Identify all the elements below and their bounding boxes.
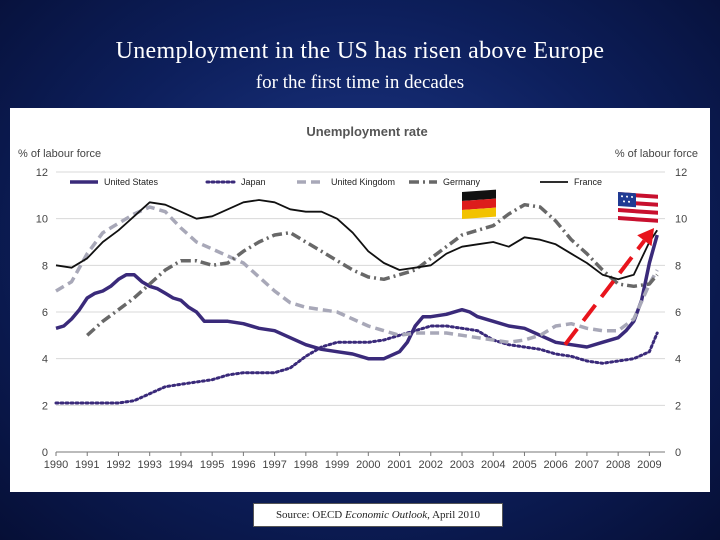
x-tick-1994: 1994 [169,459,193,471]
y-tick-left-2: 2 [42,400,48,412]
legend-label-united-states: United States [104,177,159,187]
series-layer [54,199,659,405]
source-note: Source: OECD Economic Outlook, April 201… [253,503,503,527]
series-line-france [55,199,658,281]
x-tick-2004: 2004 [481,459,505,471]
x-tick-2000: 2000 [356,459,380,471]
unemployment-chart: Unemployment rate % of labour force % of… [18,124,698,471]
us-flag-icon [618,192,658,223]
x-tick-2002: 2002 [419,459,443,471]
x-tick-1993: 1993 [137,459,161,471]
chart-panel: Unemployment rate % of labour force % of… [10,108,710,492]
x-tick-labels: 1990 1991 1992 1993 1994 1995 1996 1997 1998 1999… [44,452,662,471]
x-tick-2006: 2006 [543,459,567,471]
y-tick-labels: 0 0 2 2 4 4 6 6 8 8 10 10 12 12 [36,167,688,459]
germany-flag-icon [462,189,496,219]
y-tick-left-0: 0 [42,447,48,459]
x-tick-2008: 2008 [606,459,630,471]
x-tick-2007: 2007 [575,459,599,471]
source-publication: Economic Outlook [344,509,428,521]
y-axis-label-right: % of labour force [615,148,698,160]
y-tick-right-6: 6 [675,307,681,319]
slide-title: Unemployment in the US has risen above E… [115,38,605,64]
legend-label-united-kingdom: United Kingdom [331,177,395,187]
x-tick-1992: 1992 [106,459,130,471]
y-tick-left-6: 6 [42,307,48,319]
x-tick-1999: 1999 [325,459,349,471]
y-tick-left-10: 10 [36,214,48,226]
chart-title: Unemployment rate [306,124,427,139]
legend: United States Japan United Kingdom Germany F… [70,177,602,187]
series-line-germany [86,202,659,337]
x-tick-2005: 2005 [512,459,536,471]
legend-label-japan: Japan [241,177,266,187]
y-tick-right-8: 8 [675,260,681,272]
x-tick-1991: 1991 [75,459,99,471]
y-tick-right-12: 12 [675,167,687,179]
x-tick-1995: 1995 [200,459,224,471]
legend-label-germany: Germany [443,177,481,187]
y-tick-left-8: 8 [42,260,48,272]
x-tick-1990: 1990 [44,459,68,471]
x-tick-1998: 1998 [294,459,318,471]
y-tick-left-12: 12 [36,167,48,179]
y-tick-right-0: 0 [675,447,681,459]
legend-label-france: France [574,177,602,187]
slide-subtitle: for the first time in decades [255,72,465,93]
x-tick-1996: 1996 [231,459,255,471]
source-prefix: Source: OECD [275,509,345,521]
source-suffix: , April 2010 [427,509,481,521]
y-tick-right-4: 4 [675,354,681,366]
x-tick-1997: 1997 [262,459,286,471]
x-tick-2003: 2003 [450,459,474,471]
series-line-united-kingdom [55,205,659,345]
y-tick-right-2: 2 [675,400,681,412]
x-tick-2009: 2009 [637,459,661,471]
x-tick-2001: 2001 [387,459,411,471]
series-line-japan [54,324,659,405]
y-axis-label-left: % of labour force [18,148,101,160]
y-tick-right-10: 10 [675,214,687,226]
red-trend-arrow [563,228,655,346]
series-line-united-states [55,234,659,361]
grid-layer [56,171,665,453]
y-tick-left-4: 4 [42,354,48,366]
